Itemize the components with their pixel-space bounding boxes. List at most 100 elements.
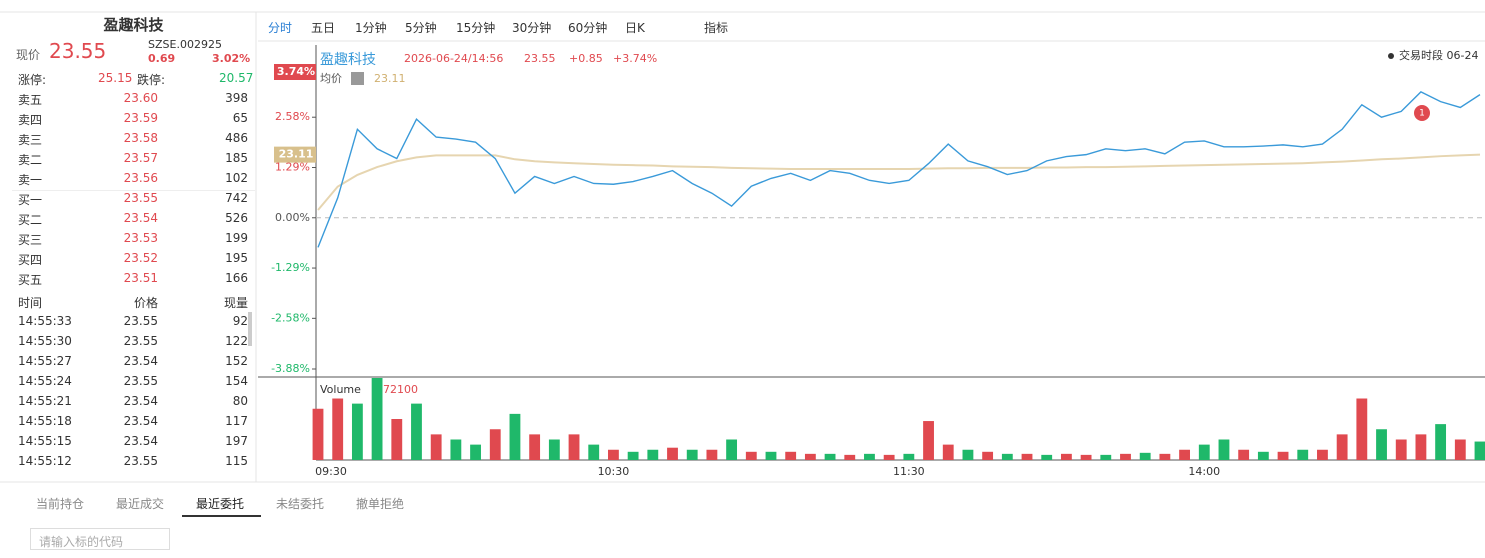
search-placeholder: 请输入标的代码 — [39, 535, 124, 549]
book-price: 23.53 — [123, 231, 158, 245]
bottom-tab[interactable]: 最近委托 — [196, 497, 245, 511]
trade-cell: 23.54 — [123, 394, 158, 408]
toolbar-tab[interactable]: 1分钟 — [355, 21, 387, 35]
volume-bar — [726, 439, 738, 460]
y-tick-label: 0.00% — [275, 211, 310, 224]
volume-label: Volume — [320, 383, 361, 396]
volume-bar — [1218, 439, 1230, 460]
volume-bar — [765, 451, 777, 460]
trade-cell: 80 — [232, 394, 248, 408]
volume-bar — [1297, 449, 1309, 460]
book-volume: 166 — [225, 271, 248, 285]
trade-cell: 152 — [225, 354, 248, 368]
book-volume: 526 — [225, 211, 248, 225]
bottom-tab[interactable]: 当前持仓 — [36, 497, 85, 511]
volume-bar — [706, 449, 718, 460]
volume-bar — [1060, 453, 1072, 460]
code: SZSE.002925 — [148, 38, 222, 51]
x-tick-label: 14:00 — [1188, 465, 1220, 478]
legend-change-pct: +3.74% — [613, 52, 657, 65]
book-volume: 185 — [225, 151, 248, 165]
y-tick-label: -1.29% — [271, 261, 310, 274]
trade-cell: 23.55 — [123, 314, 158, 328]
toolbar-tab[interactable]: 分时 — [268, 21, 293, 35]
trades-header: 现量 — [223, 296, 248, 310]
book-price: 23.57 — [123, 151, 158, 165]
y-tick-label: -2.58% — [271, 311, 310, 324]
volume-bar — [1041, 454, 1053, 460]
stock-name: 盈趣科技 — [103, 16, 164, 34]
volume-bar — [844, 454, 856, 460]
volume-bar — [1454, 439, 1466, 460]
toolbar-tab[interactable]: 五日 — [311, 21, 336, 35]
trade-cell: 23.55 — [123, 334, 158, 348]
legend-datetime: 2026-06-24/14:56 — [404, 52, 503, 65]
volume-bar — [1159, 453, 1171, 460]
trade-cell: 197 — [225, 434, 248, 448]
trade-cell: 23.55 — [123, 374, 158, 388]
volume-bar — [1474, 441, 1485, 460]
trade-cell: 14:55:24 — [18, 374, 72, 388]
book-price: 23.52 — [123, 251, 158, 265]
bottom-tab[interactable]: 撤单拒绝 — [356, 497, 405, 511]
book-volume: 199 — [225, 231, 248, 245]
volume-bar — [332, 398, 344, 460]
volume-bar — [962, 449, 974, 460]
book-label: 卖四 — [18, 113, 43, 127]
legend-name: 盈趣科技 — [320, 52, 376, 68]
volume-bar — [1336, 434, 1348, 460]
volume-bar — [351, 403, 363, 460]
book-label: 买三 — [18, 233, 43, 247]
trade-cell: 14:55:18 — [18, 414, 72, 428]
book-price: 23.51 — [123, 271, 158, 285]
avg-line — [317, 153, 1481, 211]
toolbar-tab[interactable]: 5分钟 — [405, 21, 437, 35]
volume-bar — [804, 453, 816, 460]
book-label: 买一 — [18, 193, 43, 207]
bottom-tab[interactable]: 最近成交 — [116, 497, 165, 511]
limit-up-label: 涨停: — [18, 73, 47, 87]
book-volume: 65 — [232, 111, 248, 125]
volume-bar — [883, 454, 895, 460]
toolbar-tab[interactable]: 30分钟 — [512, 21, 552, 35]
price-label: 现价 — [16, 48, 41, 62]
volume-bar — [1395, 439, 1407, 460]
trades-header: 价格 — [133, 296, 158, 310]
book-volume: 102 — [225, 171, 248, 185]
toolbar-tab[interactable]: 15分钟 — [456, 21, 496, 35]
volume-bar — [1080, 454, 1092, 460]
toolbar-indicator[interactable]: 指标 — [704, 21, 729, 35]
volume-bar — [509, 413, 521, 460]
volume-bar — [942, 444, 954, 460]
bottom-tab[interactable]: 未结委托 — [276, 497, 325, 511]
volume-bar — [470, 444, 481, 460]
trade-cell: 14:55:27 — [18, 354, 72, 368]
search-box[interactable]: 请输入标的代码 — [30, 528, 170, 550]
volume-last: 172100 — [376, 383, 418, 396]
book-sep — [12, 190, 255, 191]
volume-bar — [864, 453, 875, 460]
volume-bar — [1021, 453, 1033, 460]
book-price: 23.59 — [123, 111, 158, 125]
book-price: 23.55 — [123, 191, 158, 205]
legend-close-icon[interactable] — [351, 72, 364, 85]
volume-bar — [686, 449, 698, 460]
volume-bar — [608, 449, 619, 460]
session-dot — [1388, 53, 1394, 59]
trade-cell: 14:55:33 — [18, 314, 72, 328]
trades-header: 时间 — [18, 296, 43, 310]
volume-bar — [430, 434, 442, 460]
scrollbar — [248, 312, 252, 346]
toolbar-tab[interactable]: 日K — [625, 21, 645, 35]
change-pct: 3.02% — [212, 52, 251, 65]
x-tick-label: 09:30 — [315, 465, 347, 478]
avg-tag-bg — [274, 146, 316, 163]
volume-bar — [1120, 453, 1131, 460]
trade-marker — [1414, 105, 1430, 121]
volume-bar — [745, 451, 757, 460]
legend-change: +0.85 — [569, 52, 603, 65]
volume-bar — [588, 444, 600, 460]
toolbar-tab[interactable]: 60分钟 — [568, 21, 608, 35]
